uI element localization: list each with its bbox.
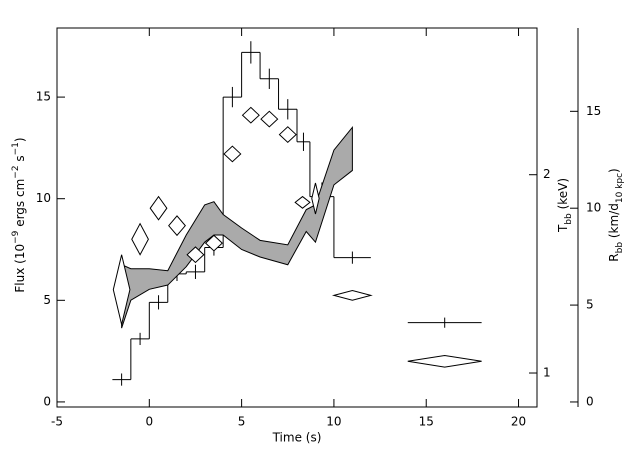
y-tick-label: 0 — [43, 394, 51, 408]
radius-diamond — [112, 254, 131, 325]
radius-diamond — [149, 195, 168, 221]
x-tick-label: 0 — [145, 415, 153, 429]
y2label-part: bb — [564, 213, 574, 225]
y-tick-label: 10 — [36, 191, 51, 205]
radius-diamond — [260, 110, 279, 128]
y2label-part: T — [556, 224, 570, 233]
radius-diamond — [294, 195, 311, 209]
y3label-part: 10 kpc — [615, 173, 625, 203]
y3label-part: (km/d — [607, 203, 621, 242]
radius-diamond — [223, 145, 242, 163]
x-tick-label: 20 — [511, 415, 526, 429]
radius-diamond — [168, 215, 186, 237]
radius-diamond — [311, 182, 320, 215]
y3label-part: R — [607, 253, 621, 261]
x-tick-label: 10 — [326, 415, 341, 429]
ylabel-part: −1 — [11, 142, 21, 155]
x-tick-label: 15 — [419, 415, 434, 429]
r-tick-label: 0 — [586, 394, 594, 408]
r-tick-label: 5 — [586, 298, 594, 312]
r-tick-label: 15 — [586, 104, 601, 118]
y-tick-label: 5 — [43, 293, 51, 307]
ylabel-part: ) — [13, 137, 27, 142]
y2label-part: (keV) — [556, 178, 570, 213]
temperature-band — [121, 125, 353, 329]
radius-diamond — [131, 222, 149, 256]
plot-frame — [56, 27, 538, 408]
ylabel-part: −2 — [11, 165, 21, 178]
radius-diamond — [186, 246, 205, 264]
y-axis-label: Flux (10−9 ergs cm−2 s−1) — [11, 137, 27, 292]
r-axis-label: Rbb (km/d10 kpc) — [607, 168, 625, 261]
x-tick-label: 5 — [238, 415, 246, 429]
radius-diamond — [241, 106, 260, 124]
y3label-part: bb — [615, 242, 625, 254]
radius-diamond — [407, 354, 482, 368]
ylabel-part: −9 — [11, 230, 21, 244]
ylabel-part: ergs cm — [13, 179, 27, 231]
ylabel-part: Flux (10 — [13, 244, 27, 293]
radius-diamond — [204, 234, 223, 252]
radius-diamond — [331, 290, 373, 301]
y-tick-label: 15 — [36, 90, 51, 104]
x-tick-label: -5 — [51, 415, 63, 429]
t-tick-label: 2 — [543, 167, 551, 181]
x-axis-label: Time (s) — [272, 431, 322, 445]
r-tick-label: 10 — [586, 201, 601, 215]
radius-diamond — [278, 126, 297, 144]
y3label-part: ) — [607, 168, 621, 173]
t-axis-label: Tbb (keV) — [556, 178, 574, 233]
t-tick-label: 1 — [543, 366, 551, 380]
ylabel-part: s — [13, 155, 27, 165]
